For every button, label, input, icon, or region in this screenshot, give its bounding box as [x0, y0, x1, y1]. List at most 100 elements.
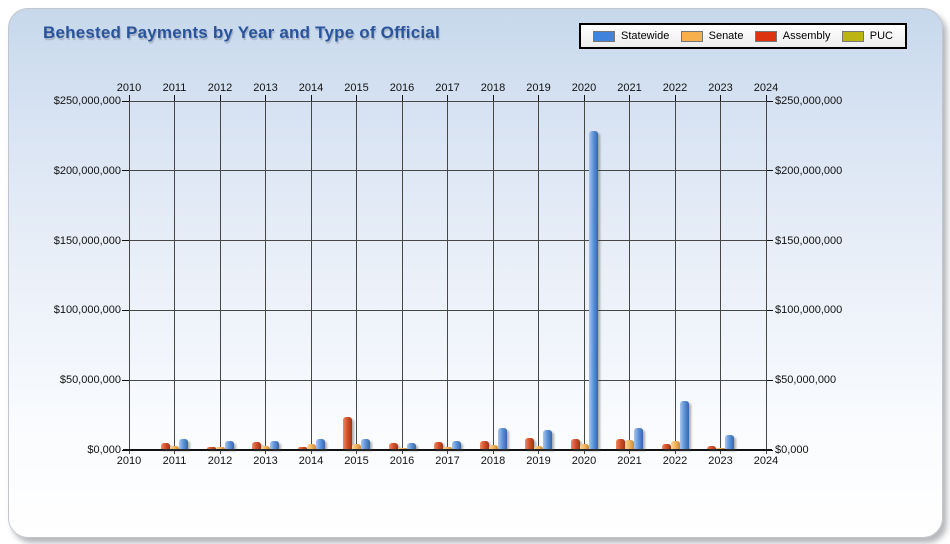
x-tick — [492, 95, 494, 101]
x-tick-label-top: 2015 — [344, 82, 369, 94]
bar-assembly-2020 — [570, 439, 580, 449]
chart-card: Behested Payments by Year and Type of Of… — [8, 8, 943, 538]
x-tick-label-bottom: 2021 — [617, 455, 642, 467]
bar-statewide-2020 — [588, 131, 598, 449]
x-tick-label-bottom: 2010 — [116, 455, 142, 467]
bar-assembly-2012 — [206, 447, 216, 449]
x-tick — [720, 95, 721, 101]
bar-assembly-2014 — [297, 447, 307, 449]
y-tick — [122, 240, 129, 242]
legend-label: Senate — [708, 30, 744, 42]
legend: Statewide Senate Assembly PUC — [579, 23, 907, 49]
x-tick — [538, 95, 539, 101]
x-tick-label-top: 2013 — [253, 82, 278, 94]
x-tick-label-top: 2024 — [753, 82, 779, 94]
v-gridline — [401, 101, 403, 454]
bar-assembly-2021 — [616, 439, 625, 449]
bar-statewide-2018 — [497, 428, 507, 449]
bar-senate-2015 — [352, 444, 361, 449]
bar-assembly-2016 — [388, 443, 398, 449]
bar-senate-2017 — [443, 447, 452, 449]
x-tick-label-bottom: 2012 — [207, 455, 233, 467]
bar-senate-2020 — [579, 444, 589, 449]
chart-title: Behested Payments by Year and Type of Of… — [43, 23, 440, 42]
v-gridline — [720, 101, 721, 454]
x-tick-label-top: 2023 — [708, 82, 733, 94]
x-tick-label-bottom: 2017 — [435, 455, 460, 467]
y-tick-label-right: $200,000,000 — [775, 164, 843, 177]
x-tick — [174, 95, 175, 101]
x-tick-label-bottom: 2020 — [571, 455, 597, 467]
x-tick — [356, 95, 357, 101]
x-axis-line — [123, 449, 772, 451]
x-tick — [128, 95, 130, 101]
legend-item-assembly: Assembly — [754, 30, 830, 42]
bar-assembly-2019 — [525, 438, 534, 449]
y-tick-label-right: $150,000,000 — [775, 234, 843, 247]
y-tick-label-right: $50,000,000 — [775, 374, 837, 387]
v-gridline — [219, 101, 221, 454]
y-tick — [766, 240, 773, 242]
bar-assembly-2015 — [343, 417, 352, 449]
x-tick — [265, 95, 266, 101]
bar-statewide-2022 — [679, 401, 689, 449]
x-tick-label-bottom: 2015 — [344, 455, 369, 467]
x-tick-label-top: 2014 — [298, 82, 324, 94]
bar-statewide-2016 — [406, 443, 416, 449]
bar-statewide-2021 — [634, 428, 643, 449]
x-tick-label-bottom: 2024 — [753, 455, 779, 467]
y-tick-label-left: $150,000,000 — [53, 234, 121, 247]
x-tick — [629, 95, 630, 101]
x-tick-label-bottom: 2019 — [526, 455, 551, 467]
x-tick-label-top: 2020 — [571, 82, 597, 94]
bar-senate-2011 — [170, 446, 179, 449]
x-tick — [583, 95, 585, 101]
plot-area — [122, 95, 773, 454]
x-tick-label-top: 2017 — [435, 82, 460, 94]
x-tick-label-bottom: 2014 — [298, 455, 324, 467]
x-tick-label-top: 2021 — [617, 82, 642, 94]
bar-assembly-2018 — [479, 441, 489, 449]
v-gridline — [447, 101, 448, 454]
bar-senate-2012 — [215, 447, 225, 449]
x-tick — [401, 95, 403, 101]
y-tick-label-right: $100,000,000 — [775, 304, 843, 317]
v-gridline — [583, 101, 585, 454]
bar-assembly-2013 — [252, 442, 261, 449]
bar-assembly-2017 — [434, 442, 443, 449]
v-gridline — [356, 101, 357, 454]
x-tick-label-bottom: 2023 — [708, 455, 733, 467]
x-tick-label-top: 2010 — [116, 82, 142, 94]
y-tick-label-right: $250,000,000 — [775, 95, 843, 107]
v-gridline — [310, 101, 312, 454]
x-tick-label-top: 2019 — [526, 82, 551, 94]
x-tick — [674, 95, 676, 101]
y-tick-label-left: $0,000 — [87, 444, 121, 456]
x-tick-label-top: 2012 — [207, 82, 233, 94]
legend-label: PUC — [869, 30, 893, 42]
v-gridline — [765, 101, 767, 454]
legend-swatch-statewide — [593, 30, 615, 42]
bar-senate-2014 — [306, 444, 316, 449]
legend-label: Statewide — [621, 30, 670, 42]
x-tick — [765, 95, 767, 101]
v-gridline — [674, 101, 676, 454]
bar-assembly-2022 — [661, 444, 671, 449]
v-gridline — [629, 101, 630, 454]
legend-item-senate: Senate — [680, 30, 744, 42]
x-tick-label-top: 2018 — [480, 82, 506, 94]
y-tick-label-left: $50,000,000 — [59, 374, 121, 387]
v-gridline — [538, 101, 539, 454]
bar-senate-2016 — [397, 448, 407, 449]
bar-statewide-2023 — [725, 435, 734, 449]
v-gridline — [174, 101, 175, 454]
legend-item-statewide: Statewide — [593, 30, 669, 42]
y-tick-label-right: $0,000 — [775, 444, 809, 456]
bar-senate-2013 — [261, 446, 270, 449]
x-tick-label-bottom: 2011 — [162, 455, 187, 467]
x-tick-label-top: 2022 — [662, 82, 688, 94]
bar-assembly-2023 — [707, 446, 716, 449]
bar-statewide-2019 — [543, 430, 552, 449]
bar-statewide-2013 — [270, 441, 279, 449]
bar-statewide-2011 — [179, 439, 188, 449]
